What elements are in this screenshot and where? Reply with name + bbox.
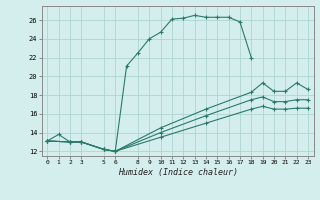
- X-axis label: Humidex (Indice chaleur): Humidex (Indice chaleur): [118, 168, 237, 177]
